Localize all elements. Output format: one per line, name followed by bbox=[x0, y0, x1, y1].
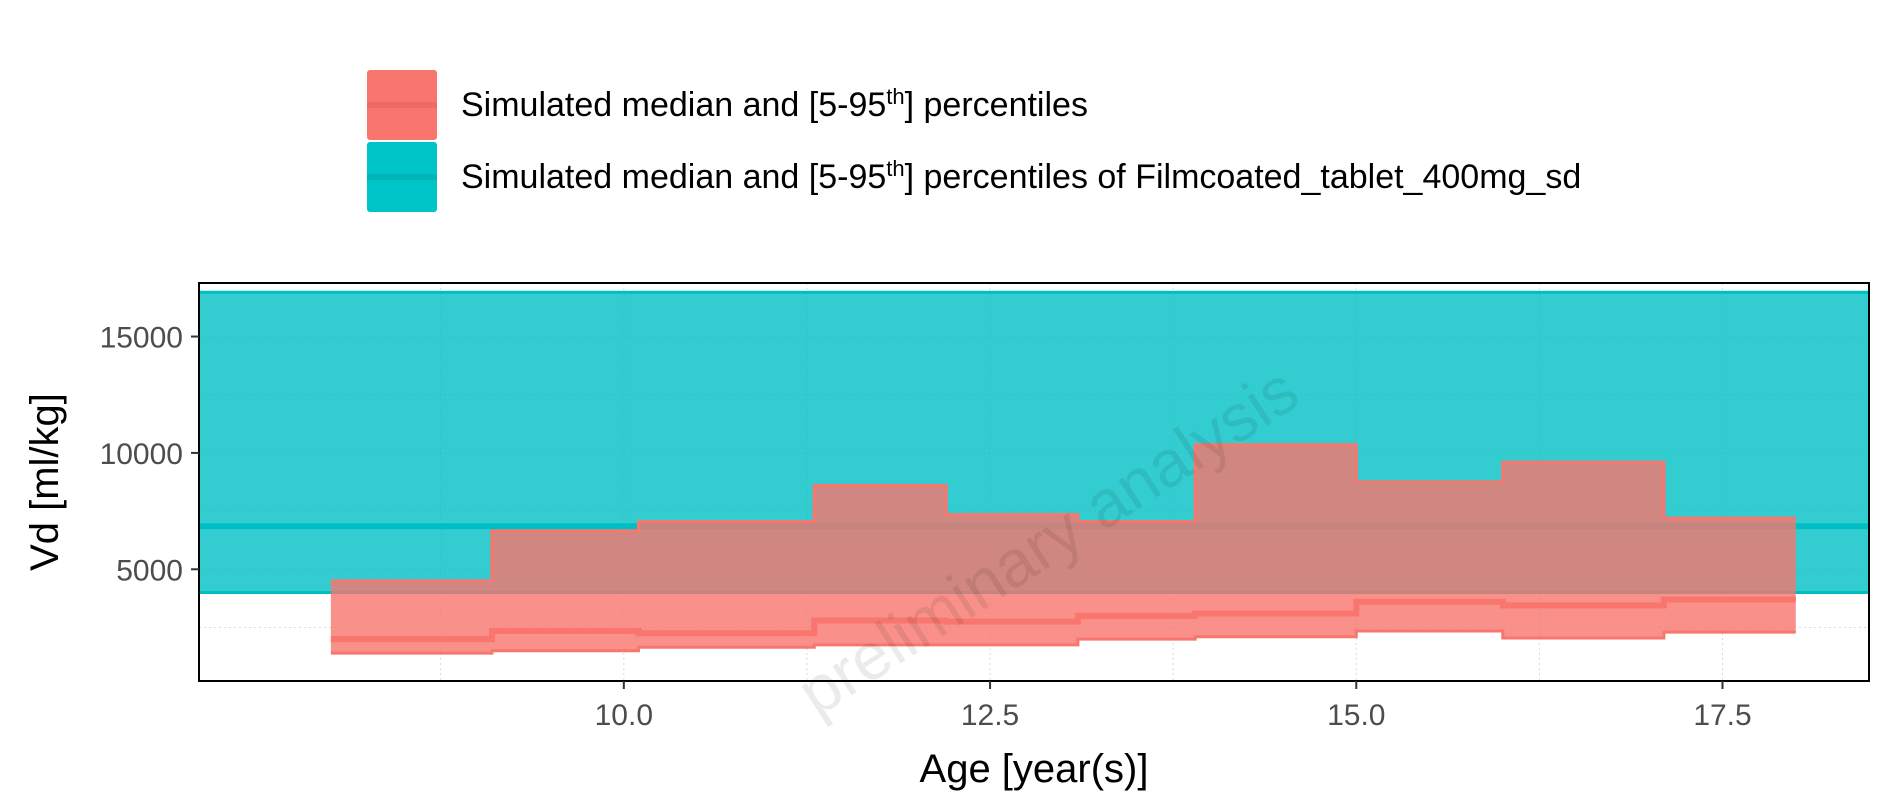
plot-series bbox=[199, 290, 1869, 655]
x-tick-label: 12.5 bbox=[961, 699, 1019, 732]
y-tick-label: 10000 bbox=[100, 438, 183, 471]
legend-swatch-teal bbox=[367, 142, 437, 212]
x-tick-label: 17.5 bbox=[1693, 699, 1751, 732]
median-line-1 bbox=[330, 596, 1796, 643]
legend-swatch-red bbox=[367, 70, 437, 140]
y-axis-label: Vd [ml/kg] bbox=[23, 393, 67, 571]
band-high-line-1 bbox=[330, 443, 1796, 583]
legend-label-filmcoated: Simulated median and [5-95th] percentile… bbox=[461, 156, 1582, 197]
x-tick-label: 10.0 bbox=[595, 699, 653, 732]
y-tick-label: 15000 bbox=[100, 322, 183, 355]
axes: 10.0 12.5 15.0 17.5 5000 10000 15000 bbox=[100, 322, 1752, 732]
x-tick-label: 15.0 bbox=[1327, 699, 1385, 732]
x-axis-label: Age [year(s)] bbox=[920, 747, 1149, 791]
band-low-line-1 bbox=[330, 629, 1796, 655]
legend-label-simulated: Simulated median and [5-95th] percentile… bbox=[461, 84, 1088, 125]
plot-panel-border bbox=[198, 282, 1870, 682]
y-tick-label: 5000 bbox=[116, 554, 183, 587]
